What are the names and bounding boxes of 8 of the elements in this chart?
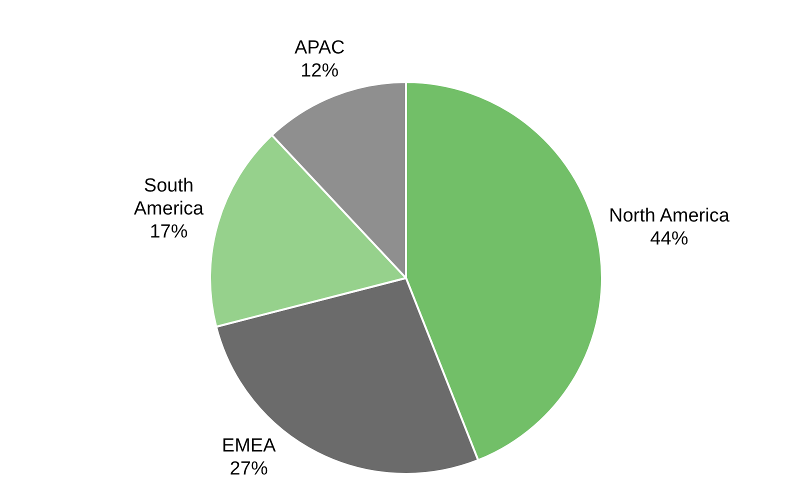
slice-label: EMEA: [222, 436, 276, 457]
data-label: 44%: [650, 228, 688, 250]
slice-label: South America: [134, 175, 204, 220]
data-label: 27%: [230, 458, 268, 480]
data-label: 12%: [300, 60, 339, 82]
slice-label: APAC: [294, 38, 345, 59]
slice-label: North America: [609, 206, 730, 227]
data-label: 17%: [150, 221, 188, 242]
